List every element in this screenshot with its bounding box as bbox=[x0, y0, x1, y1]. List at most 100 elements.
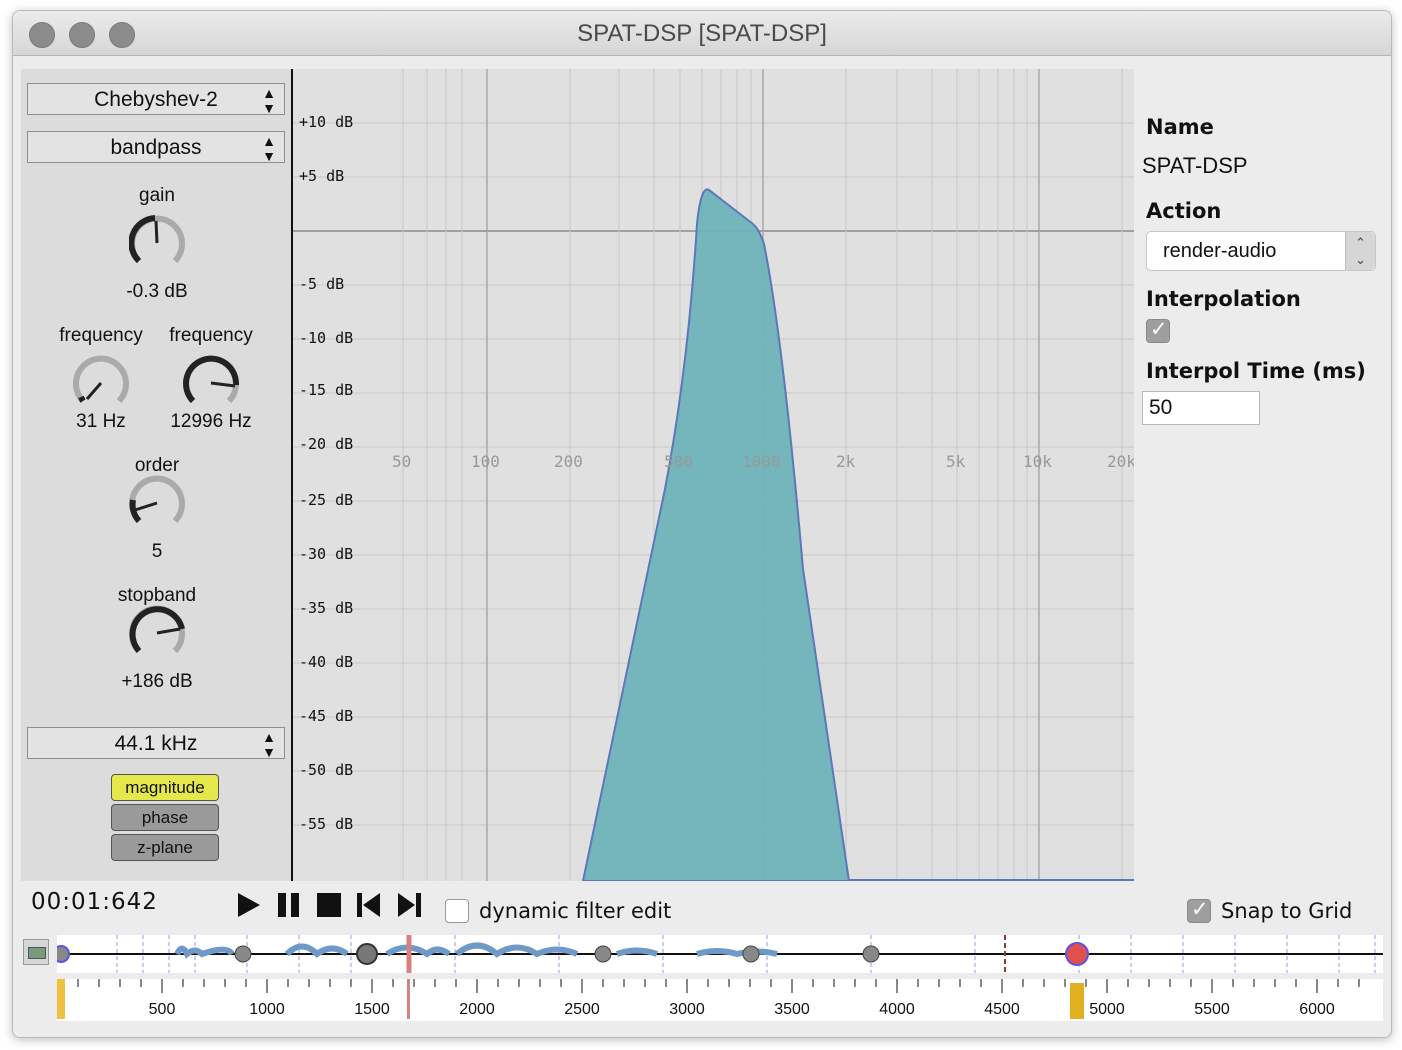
interpolation-label: Interpolation bbox=[1146, 287, 1301, 311]
interpolation-checkbox[interactable] bbox=[1146, 317, 1170, 343]
stopband-label: stopband bbox=[117, 585, 197, 606]
y-tick-label: -55 dB bbox=[299, 815, 354, 833]
action-label: Action bbox=[1146, 199, 1222, 223]
app-window: SPAT-DSP [SPAT-DSP] Chebyshev-2 ▲ ▼ bandp… bbox=[12, 10, 1392, 1038]
skip-back-icon[interactable] bbox=[355, 891, 383, 919]
interpol-time-label: Interpol Time (ms) bbox=[1146, 359, 1366, 383]
ruler-ticks bbox=[77, 979, 1360, 993]
ruler-label: 3500 bbox=[774, 1001, 810, 1018]
ruler-label: 1500 bbox=[354, 1001, 390, 1018]
view-magnitude-button[interactable]: magnitude bbox=[111, 774, 219, 801]
snap-to-grid-label: Snap to Grid bbox=[1221, 899, 1353, 923]
gain-label: gain bbox=[139, 185, 175, 206]
gain-knob[interactable] bbox=[129, 215, 185, 271]
skip-forward-icon[interactable] bbox=[395, 891, 423, 919]
play-icon[interactable] bbox=[235, 891, 263, 919]
filter-type-value: Chebyshev-2 bbox=[94, 88, 218, 111]
close-window-button[interactable] bbox=[29, 22, 55, 48]
samplerate-value: 44.1 kHz bbox=[114, 732, 198, 755]
ruler-label: 2000 bbox=[459, 1001, 495, 1018]
order-value: 5 bbox=[151, 541, 163, 562]
y-tick-label: -45 dB bbox=[299, 707, 354, 725]
frequency-high-value: 12996 Hz bbox=[170, 411, 252, 432]
action-value: render-audio bbox=[1163, 240, 1277, 262]
view-phase-button[interactable]: phase bbox=[111, 804, 219, 831]
filter-controls-panel: Chebyshev-2 ▲ ▼ bandpass ▲ ▼ gain -0.3 dB … bbox=[21, 69, 291, 881]
updown-arrows-icon: ▲ ▼ bbox=[262, 133, 276, 164]
order-label: order bbox=[134, 455, 180, 476]
properties-panel: Name SPAT-DSP Action render-audio ⌃ ⌄ Int… bbox=[1134, 69, 1391, 881]
ruler-label: 500 bbox=[148, 1001, 176, 1018]
interpol-time-value: 50 bbox=[1149, 396, 1173, 419]
view-zplane-button[interactable]: z-plane bbox=[111, 834, 219, 861]
x-tick-label: 100 bbox=[471, 452, 500, 471]
timeline-track bbox=[52, 935, 1383, 973]
frequency-response-graph[interactable]: +10 dB +5 dB -5 dB -10 dB -15 dB -20 dB … bbox=[291, 69, 1136, 881]
frequency-low-value: 31 Hz bbox=[76, 411, 126, 432]
ruler-label: 4000 bbox=[879, 1001, 915, 1018]
ruler-label: 5500 bbox=[1194, 1001, 1230, 1018]
x-tick-label: 1000 bbox=[742, 452, 781, 471]
samplerate-select[interactable]: 44.1 kHz ▲ ▼ bbox=[27, 727, 285, 760]
ruler-label: 1000 bbox=[249, 1001, 285, 1018]
response-plot bbox=[293, 69, 1134, 881]
folder-icon[interactable] bbox=[23, 939, 49, 965]
order-knob[interactable] bbox=[129, 475, 185, 531]
x-tick-label: 200 bbox=[554, 452, 583, 471]
filter-mode-value: bandpass bbox=[110, 136, 202, 159]
name-value: SPAT-DSP bbox=[1142, 153, 1248, 178]
y-tick-label: -20 dB bbox=[299, 435, 354, 453]
y-tick-label: -40 dB bbox=[299, 653, 354, 671]
y-tick-label: -50 dB bbox=[299, 761, 354, 779]
frequency-high-knob[interactable] bbox=[183, 355, 239, 411]
x-tick-label: 500 bbox=[664, 452, 693, 471]
y-tick-label: -5 dB bbox=[299, 275, 345, 293]
playhead-marker[interactable] bbox=[407, 979, 410, 1019]
y-tick-label: -15 dB bbox=[299, 381, 354, 399]
filter-mode-select[interactable]: bandpass ▲ ▼ bbox=[27, 131, 285, 164]
zoom-window-button[interactable] bbox=[109, 22, 135, 48]
action-select[interactable]: render-audio ⌃ ⌄ bbox=[1146, 231, 1376, 271]
loop-start-marker[interactable] bbox=[57, 979, 65, 1019]
x-tick-label: 2k bbox=[836, 452, 856, 471]
y-tick-label: +5 dB bbox=[299, 167, 345, 185]
title-bar: SPAT-DSP [SPAT-DSP] bbox=[13, 11, 1391, 56]
window-title: SPAT-DSP [SPAT-DSP] bbox=[577, 20, 827, 47]
name-label: Name bbox=[1146, 115, 1214, 139]
pause-icon[interactable] bbox=[275, 891, 303, 919]
x-tick-label: 5k bbox=[946, 452, 966, 471]
minimize-window-button[interactable] bbox=[69, 22, 95, 48]
x-tick-label: 20k bbox=[1107, 452, 1136, 471]
x-tick-label: 10k bbox=[1023, 452, 1052, 471]
gain-value: -0.3 dB bbox=[126, 281, 188, 302]
dynamic-filter-edit-checkbox[interactable] bbox=[445, 899, 469, 923]
dynamic-filter-edit-label: dynamic filter edit bbox=[479, 899, 672, 923]
automation-timeline[interactable] bbox=[52, 935, 1383, 973]
ruler-label: 4500 bbox=[984, 1001, 1020, 1018]
loop-end-marker[interactable] bbox=[1070, 983, 1084, 1019]
frequency-low-label: frequency bbox=[59, 325, 143, 346]
ruler-label: 2500 bbox=[564, 1001, 600, 1018]
stop-icon[interactable] bbox=[315, 891, 343, 919]
ruler-label: 5000 bbox=[1089, 1001, 1125, 1018]
y-tick-label: -35 dB bbox=[299, 599, 354, 617]
magnitude-curve bbox=[581, 188, 851, 881]
chevron-updown-icon: ⌃ ⌄ bbox=[1345, 232, 1375, 270]
snap-to-grid-checkbox[interactable] bbox=[1187, 897, 1211, 923]
stopband-knob[interactable] bbox=[129, 605, 185, 661]
ruler-label: 6000 bbox=[1299, 1001, 1335, 1018]
transport-area: 00:01:642 dynamic filter edit Snap to Gr… bbox=[13, 881, 1391, 1037]
frequency-high-label: frequency bbox=[169, 325, 253, 346]
ruler-label: 3000 bbox=[669, 1001, 705, 1018]
stopband-value: +186 dB bbox=[121, 671, 193, 692]
filter-type-select[interactable]: Chebyshev-2 ▲ ▼ bbox=[27, 83, 285, 116]
updown-arrows-icon: ▲ ▼ bbox=[262, 85, 276, 116]
y-tick-label: -10 dB bbox=[299, 329, 354, 347]
y-tick-label: -25 dB bbox=[299, 491, 354, 509]
updown-arrows-icon: ▲ ▼ bbox=[262, 729, 276, 760]
y-tick-label: +10 dB bbox=[299, 113, 354, 131]
x-tick-label: 50 bbox=[392, 452, 412, 471]
interpol-time-input[interactable]: 50 bbox=[1142, 391, 1260, 425]
frequency-low-knob[interactable] bbox=[73, 355, 129, 411]
time-ruler[interactable]: 500 1000 1500 2000 2500 3000 3500 4000 4… bbox=[57, 979, 1383, 1021]
